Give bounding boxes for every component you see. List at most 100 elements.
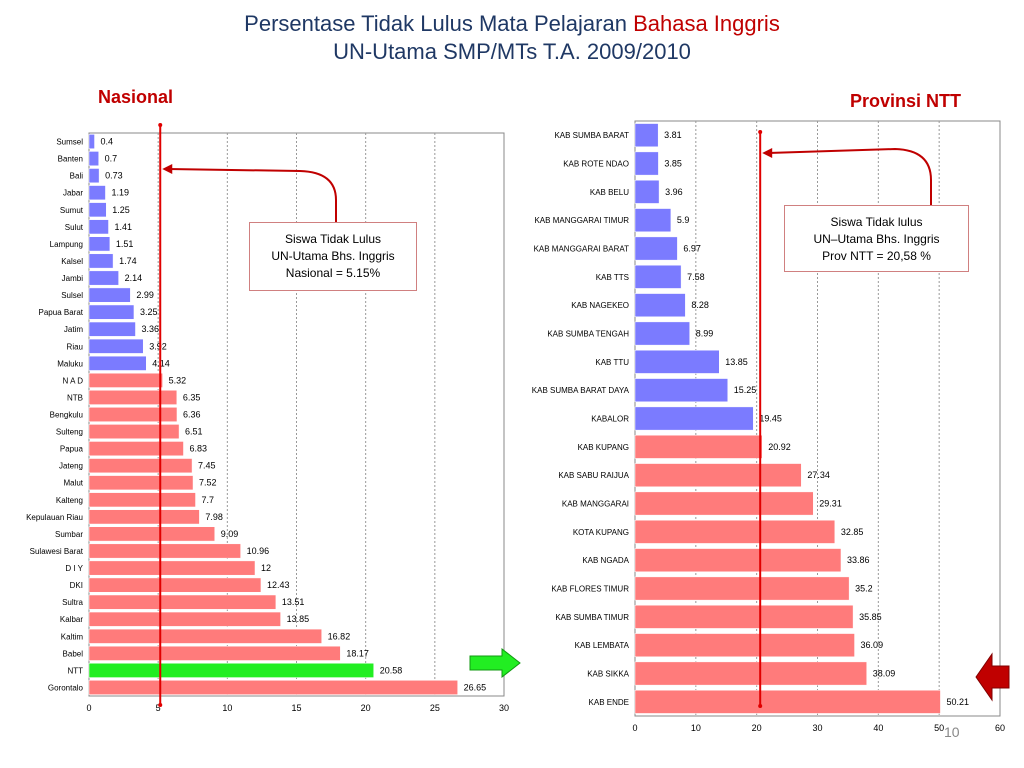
value-label: 0.4 [101, 137, 114, 147]
value-label: 3.92 [149, 341, 167, 351]
category-label: Bali [70, 172, 84, 181]
bar [88, 543, 241, 559]
value-label: 1.41 [115, 222, 133, 232]
value-label: 6.36 [183, 410, 201, 420]
bar [88, 321, 136, 337]
nasional-label: Nasional [98, 87, 174, 107]
bar [634, 576, 850, 601]
red-arrow-left-icon [975, 652, 1010, 702]
value-label: 29.31 [819, 499, 842, 509]
bar [88, 560, 256, 576]
x-tick-label: 5 [156, 703, 161, 713]
value-label: 1.74 [119, 256, 137, 266]
value-label: 3.36 [141, 324, 159, 334]
bar [634, 406, 754, 431]
callout-line: Siswa Tidak Lulus [284, 232, 382, 246]
value-label: 12.43 [267, 580, 290, 590]
value-label: 0.7 [105, 154, 118, 164]
category-label: KAB ROTE NDAO [563, 160, 629, 169]
value-label: 3.96 [665, 187, 683, 197]
bar [634, 264, 682, 289]
bar [88, 526, 215, 542]
bar [634, 463, 802, 488]
callout-connector [168, 168, 337, 222]
x-tick-label: 25 [430, 703, 440, 713]
value-label: 5.32 [169, 375, 187, 385]
bar [634, 236, 678, 261]
bar [88, 475, 194, 491]
category-label: KAB SUMBA TENGAH [547, 330, 629, 339]
category-label: KAB MANGGARAI TIMUR [534, 216, 629, 225]
category-label: KAB TTS [596, 273, 629, 282]
value-label: 3.81 [664, 130, 682, 140]
category-label: Sulut [65, 223, 84, 232]
value-label: 6.51 [185, 427, 203, 437]
value-label: 8.99 [696, 329, 714, 339]
x-tick-label: 20 [752, 723, 762, 733]
bar [634, 689, 941, 714]
connector-arrowhead-icon [762, 148, 773, 158]
callout-line: UN-Utama Bhs. Inggris [271, 249, 395, 263]
value-label: 32.85 [841, 527, 864, 537]
bar [88, 372, 163, 388]
bar [88, 424, 180, 439]
category-label: Malut [63, 479, 83, 488]
x-tick-label: 0 [86, 703, 91, 713]
title-line-2: UN-Utama SMP/MTs T.A. 2009/2010 [333, 39, 691, 64]
x-tick-label: 60 [995, 723, 1005, 733]
x-tick-label: 40 [873, 723, 883, 733]
category-label: Kalbar [60, 615, 83, 624]
bar [88, 509, 200, 525]
value-label: 35.2 [855, 584, 873, 594]
bar [88, 355, 147, 371]
category-label: Sulteng [56, 428, 83, 437]
category-label: KAB MANGGARAI BARAT [534, 245, 630, 254]
category-label: Sumsel [56, 138, 83, 147]
x-tick-label: 10 [222, 703, 232, 713]
category-label: Banten [58, 155, 83, 164]
ntt-callout: Siswa Tidak lulus UN–Utama Bhs. Inggris … [784, 205, 969, 272]
bar [634, 491, 814, 516]
value-label: 13.51 [282, 597, 305, 607]
value-label: 36.09 [861, 640, 884, 650]
category-label: Sulsel [61, 291, 83, 300]
bar [88, 645, 341, 661]
bar [88, 270, 119, 286]
category-label: KAB SIKKA [587, 670, 629, 679]
value-label: 1.19 [111, 188, 129, 198]
bar [88, 458, 193, 474]
value-label: 3.25 [140, 307, 158, 317]
green-arrow-right-icon [469, 648, 521, 678]
x-tick-label: 30 [812, 723, 822, 733]
value-label: 1.51 [116, 239, 134, 249]
x-tick-label: 0 [632, 723, 637, 733]
bar [634, 321, 690, 346]
value-label: 20.58 [380, 665, 403, 675]
category-label: KAB MANGGARAI [562, 500, 629, 509]
bar [634, 293, 686, 318]
value-label: 6.35 [183, 392, 201, 402]
callout-connector [768, 147, 932, 205]
bar [634, 378, 729, 403]
value-label: 18.17 [346, 648, 369, 658]
category-label: NTB [67, 393, 83, 402]
bar [634, 519, 836, 544]
category-label: DKI [70, 581, 83, 590]
value-label: 0.73 [105, 171, 123, 181]
category-label: KAB NGADA [582, 556, 629, 565]
category-label: KAB SUMBA BARAT [554, 131, 629, 140]
value-label: 7.58 [687, 272, 705, 282]
value-label: 20.92 [768, 442, 791, 452]
category-label: KOTA KUPANG [573, 528, 629, 537]
bar [634, 179, 660, 204]
bar [88, 611, 281, 627]
category-label: Kaltim [61, 632, 84, 641]
category-label: NTT [67, 666, 83, 675]
bar [88, 287, 131, 303]
value-label: 6.97 [683, 244, 701, 254]
category-label: Sultra [62, 598, 83, 607]
bar [634, 349, 720, 374]
value-label: 13.85 [287, 614, 310, 624]
value-label: 13.85 [725, 357, 748, 367]
callout-line: UN–Utama Bhs. Inggris [813, 232, 940, 246]
